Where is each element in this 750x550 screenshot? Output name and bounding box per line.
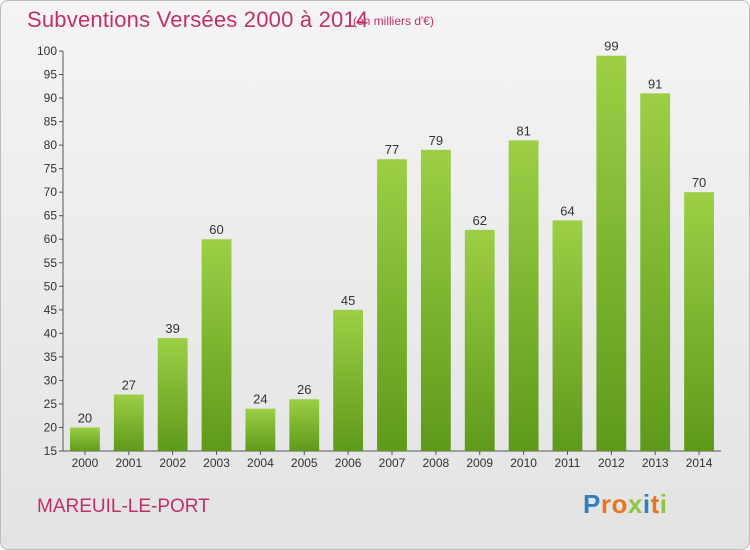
y-tick-label: 75 (44, 162, 58, 176)
x-tick-label-2013: 2013 (642, 456, 669, 470)
y-tick-label: 45 (44, 303, 58, 317)
y-tick-label: 70 (44, 185, 58, 199)
y-tick-label: 20 (44, 420, 58, 434)
x-tick-label-2000: 2000 (72, 456, 99, 470)
x-tick-label-2008: 2008 (423, 456, 450, 470)
data-label-2004: 24 (253, 392, 267, 407)
y-tick-label: 90 (44, 91, 58, 105)
bar-2014 (684, 192, 714, 452)
bar-2002 (157, 338, 188, 451)
bar-2012 (596, 55, 627, 452)
x-axis: 2000 2001 2002 2003 2004 2005 2006 2007 2008 2009… (63, 450, 721, 470)
data-label-2010: 81 (516, 123, 530, 138)
y-tick-label: 65 (44, 209, 58, 223)
y-tick-label: 85 (44, 115, 58, 129)
bar-2005 (289, 399, 320, 451)
x-tick-label-2001: 2001 (115, 456, 142, 470)
x-tick-label-2011: 2011 (555, 456, 581, 470)
bar-2006 (333, 309, 364, 451)
data-label-2007: 77 (385, 142, 399, 157)
bar-2003 (201, 239, 232, 451)
bar-2001 (113, 394, 144, 451)
y-tick-label: 60 (44, 232, 58, 246)
bar-2009 (464, 229, 495, 451)
x-tick-label-2002: 2002 (159, 456, 186, 470)
data-label-2008: 79 (429, 133, 443, 148)
data-label-2003: 60 (209, 222, 223, 237)
y-tick-label: 25 (44, 397, 58, 411)
bar-labels: 20 27 39 60 24 26 45 77 79 62 81 64 99 91 70 (78, 39, 707, 426)
bars (70, 55, 714, 452)
bar-2004 (245, 408, 276, 451)
y-tick-label: 40 (44, 326, 58, 340)
bar-2007 (377, 159, 407, 451)
x-tick-label-2003: 2003 (203, 456, 230, 470)
data-label-2014: 70 (692, 175, 706, 190)
bar-2008 (420, 149, 451, 451)
data-label-2000: 20 (78, 410, 92, 425)
chart-title: Subventions Versées 2000 à 2014 (27, 7, 369, 32)
x-tick-label-2014: 2014 (686, 456, 713, 470)
data-label-2013: 91 (648, 76, 662, 91)
data-label-2006: 45 (341, 293, 355, 308)
data-label-2009: 62 (472, 213, 486, 228)
proxiti-logo: Proxiti (583, 489, 668, 519)
x-tick-label-2007: 2007 (379, 456, 406, 470)
x-tick-label-2006: 2006 (335, 456, 362, 470)
y-tick-label: 30 (44, 373, 58, 387)
data-label-2011: 64 (560, 203, 574, 218)
data-label-2001: 27 (122, 378, 136, 393)
chart-unit-note: (en milliers d'€) (353, 14, 434, 28)
y-tick-label: 50 (44, 279, 58, 293)
y-tick-label: 80 (44, 138, 58, 152)
data-label-2002: 39 (165, 321, 179, 336)
y-tick-label: 35 (44, 350, 58, 364)
x-tick-label-2010: 2010 (510, 456, 537, 470)
bar-2011 (552, 220, 583, 451)
y-tick-label: 100 (37, 44, 57, 58)
x-tick-label-2009: 2009 (466, 456, 493, 470)
x-tick-label-2005: 2005 (291, 456, 318, 470)
commune-name: MAREUIL-LE-PORT (37, 496, 210, 517)
data-label-2012: 99 (604, 39, 618, 54)
data-label-2005: 26 (297, 382, 311, 397)
y-tick-label: 95 (44, 68, 58, 82)
y-tick-label: 15 (44, 444, 58, 458)
x-tick-label-2004: 2004 (247, 456, 274, 470)
bar-2010 (508, 140, 539, 452)
y-axis: 15 20 25 30 35 40 45 50 55 60 65 70 75 80 85 90 95 100 (37, 44, 64, 458)
y-tick-label: 55 (44, 256, 58, 270)
bar-2000 (70, 427, 100, 451)
x-tick-label-2012: 2012 (598, 456, 625, 470)
bar-2013 (640, 93, 671, 452)
